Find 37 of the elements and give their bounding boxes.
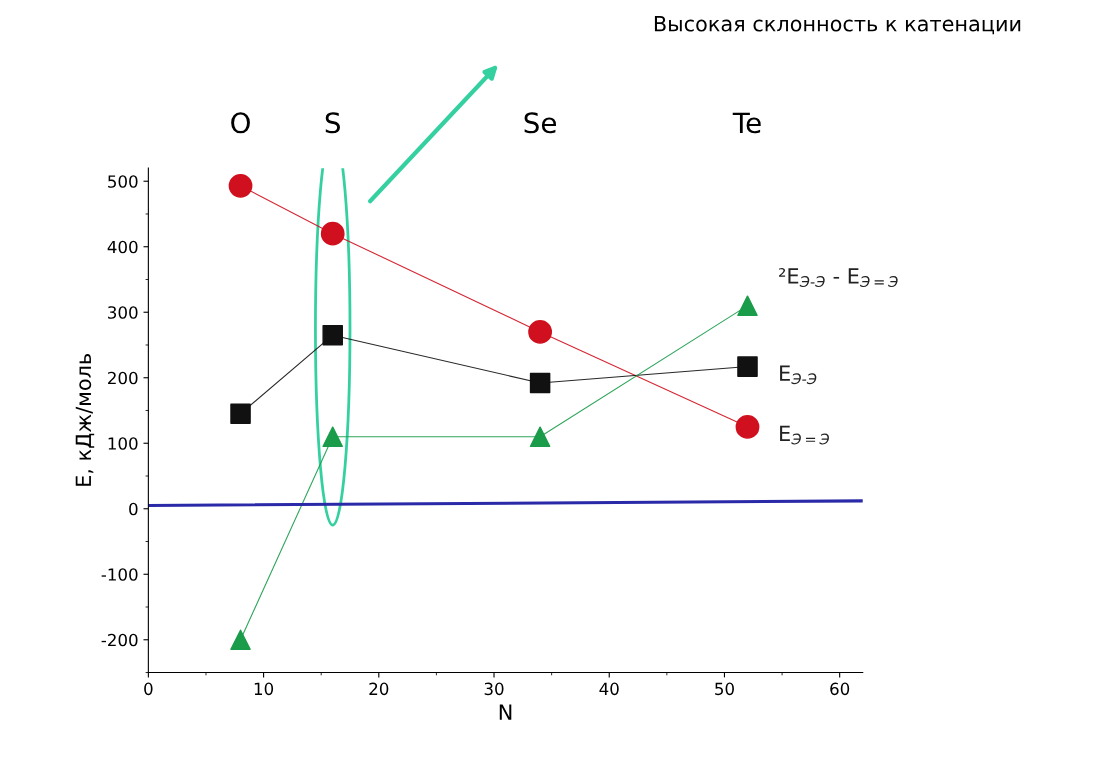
text: Высокая склонность к катенации bbox=[654, 16, 1021, 35]
y-tick-label: 0 bbox=[129, 502, 138, 516]
text: Se bbox=[524, 112, 556, 134]
y-tick-label: 500 bbox=[108, 175, 138, 188]
y-tick-label: -200 bbox=[101, 633, 138, 647]
x-tick-label: 40 bbox=[599, 682, 619, 696]
point bbox=[230, 403, 251, 425]
point bbox=[322, 426, 343, 447]
x-tick-label: 20 bbox=[369, 682, 389, 696]
y-tick-label: 300 bbox=[108, 306, 138, 319]
x-tick-label: 10 bbox=[254, 682, 274, 696]
point bbox=[528, 320, 552, 344]
x-tick-label: 30 bbox=[484, 682, 504, 696]
point bbox=[735, 414, 760, 439]
series-label: E$_{Э=Э}$ bbox=[780, 425, 830, 445]
x-tick-label: 60 bbox=[830, 682, 850, 696]
point bbox=[529, 426, 551, 447]
point bbox=[320, 221, 345, 246]
y-tick-label: 400 bbox=[107, 240, 138, 254]
point bbox=[228, 173, 253, 198]
point bbox=[230, 629, 251, 651]
y-tick-label: -100 bbox=[101, 568, 138, 581]
text: O bbox=[231, 112, 250, 134]
point bbox=[529, 372, 551, 394]
x-axis-title: N bbox=[499, 704, 512, 720]
series-label: ²E$_{Э-Э}$ - E$_{Э=Э}$ bbox=[779, 268, 898, 288]
x-tick-label: 0 bbox=[144, 682, 153, 696]
y-tick-label: 100 bbox=[108, 437, 138, 450]
y-axis-title: E, кДж/моль bbox=[75, 354, 95, 486]
text: Te bbox=[732, 112, 761, 134]
text: S bbox=[325, 112, 340, 134]
x-tick-label: 50 bbox=[715, 682, 734, 696]
point bbox=[737, 356, 758, 377]
y-tick-label: 200 bbox=[108, 371, 138, 385]
point bbox=[737, 295, 758, 316]
series-label: E$_{Э-Э}$ bbox=[780, 365, 817, 385]
point bbox=[322, 324, 343, 346]
